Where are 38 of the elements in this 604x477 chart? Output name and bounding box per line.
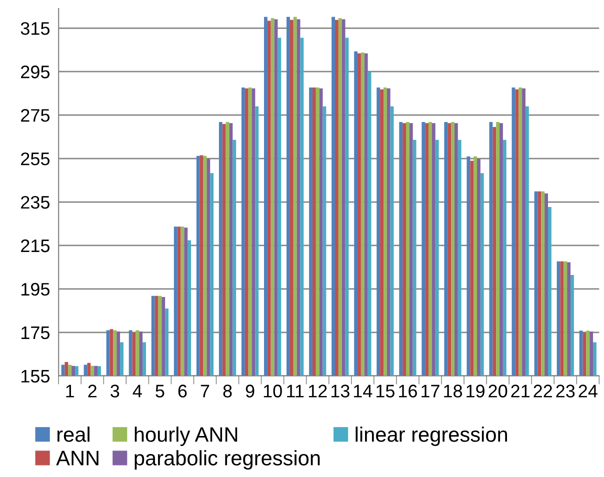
x-tick-label: 8 bbox=[223, 384, 232, 398]
x-tick-label: 22 bbox=[534, 384, 552, 398]
x-tick-label: 3 bbox=[110, 384, 120, 398]
y-tick-label: 155 bbox=[22, 370, 50, 383]
legend-label: parabolic regression bbox=[134, 450, 320, 470]
x-tick-label: 4 bbox=[132, 384, 142, 398]
x-tick-label: 23 bbox=[556, 384, 575, 398]
x-tick-label: 17 bbox=[422, 384, 440, 398]
y-tick-label: 275 bbox=[21, 109, 50, 122]
x-tick-label: 11 bbox=[287, 384, 304, 398]
y-tick-label: 255 bbox=[21, 152, 50, 166]
x-tick-label: 12 bbox=[308, 384, 327, 398]
x-tick-label: 1 bbox=[66, 384, 74, 398]
x-tick-label: 21 bbox=[511, 384, 530, 398]
legend-label: ANN bbox=[56, 450, 98, 466]
x-tick-label: 6 bbox=[178, 384, 187, 398]
x-tick-label: 16 bbox=[399, 384, 417, 398]
x-tick-label: 14 bbox=[354, 384, 372, 398]
x-tick-label: 5 bbox=[156, 384, 164, 398]
x-tick-label: 7 bbox=[200, 384, 210, 398]
x-tick-label: 9 bbox=[246, 384, 254, 398]
y-tick-label: 175 bbox=[22, 326, 50, 340]
x-tick-label: 18 bbox=[444, 384, 462, 398]
x-tick-label: 2 bbox=[88, 384, 96, 398]
x-tick-label: 20 bbox=[488, 384, 508, 398]
y-tick-label: 235 bbox=[21, 196, 50, 209]
legend-label: hourly ANN bbox=[134, 426, 238, 446]
y-tick-label: 295 bbox=[21, 66, 50, 78]
x-tick-label: 19 bbox=[466, 384, 484, 398]
y-tick-label: 315 bbox=[20, 22, 50, 35]
x-tick-label: 13 bbox=[331, 384, 350, 398]
y-tick-label: 195 bbox=[22, 282, 50, 296]
x-tick-label: 24 bbox=[578, 384, 598, 398]
x-tick-label: 10 bbox=[264, 384, 282, 398]
y-tick-label: 215 bbox=[21, 239, 50, 252]
x-tick-label: 15 bbox=[376, 384, 394, 398]
legend-label: real bbox=[57, 426, 90, 442]
legend-label: linear regression bbox=[356, 426, 507, 446]
